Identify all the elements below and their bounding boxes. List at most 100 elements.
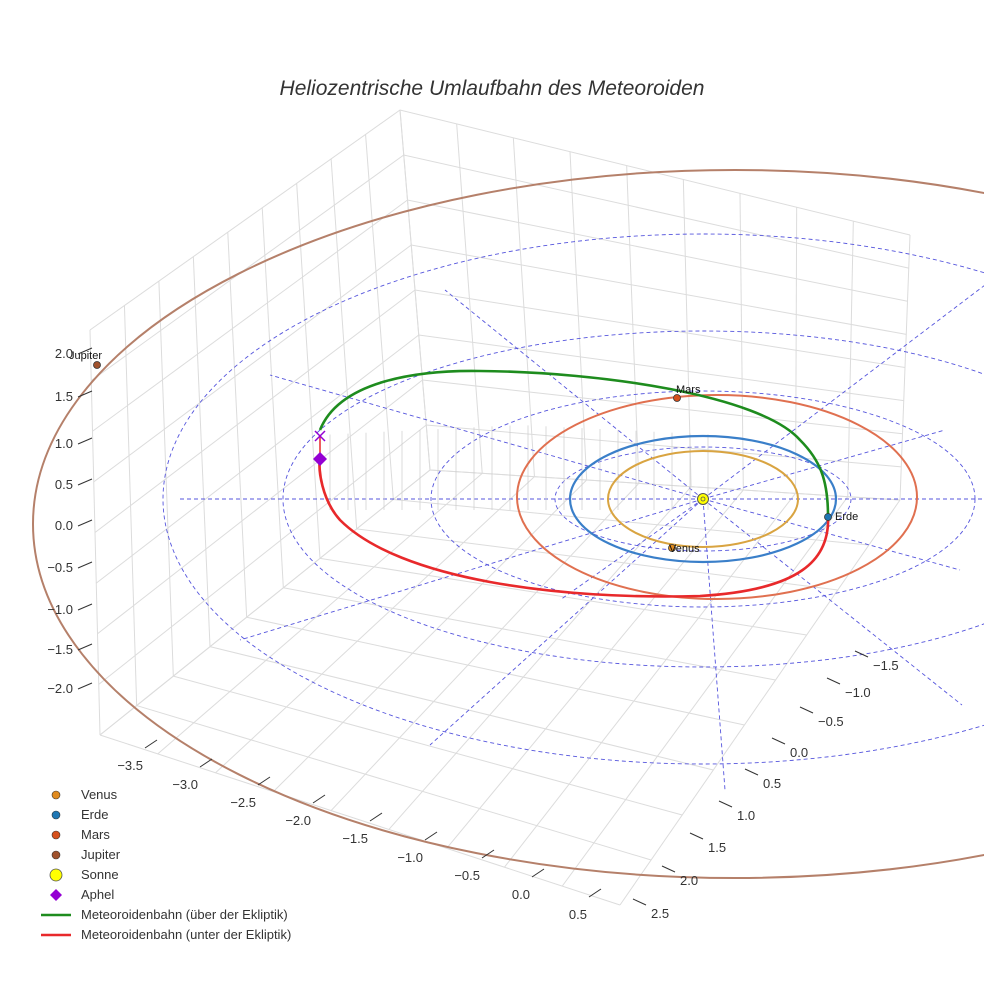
y-tick bbox=[826, 677, 841, 685]
x-tick-label: −3.5 bbox=[117, 758, 143, 773]
y-tick-label: 1.0 bbox=[737, 808, 755, 823]
y-tick-label: −1.0 bbox=[845, 685, 871, 700]
sun-core bbox=[700, 496, 706, 502]
z-tick bbox=[77, 519, 93, 527]
jupiter-label: Jupiter bbox=[69, 350, 102, 362]
z-tick bbox=[77, 682, 93, 690]
z-tick-label: −2.0 bbox=[47, 681, 73, 696]
grid-line bbox=[246, 616, 745, 726]
legend-item: Venus bbox=[51, 787, 118, 802]
ecliptic-ring bbox=[282, 330, 984, 668]
y-tick-label: 0.0 bbox=[790, 745, 808, 760]
legend-swatch bbox=[51, 790, 61, 800]
z-tick bbox=[77, 603, 93, 611]
aphel-marker bbox=[313, 452, 327, 466]
x-tick-label: −3.0 bbox=[172, 777, 198, 792]
legend-swatch bbox=[51, 850, 61, 860]
body-markers: Venus Erde Mars Jupiter bbox=[69, 350, 858, 555]
grid-line bbox=[92, 199, 908, 432]
meteoroid-orbit-above bbox=[318, 369, 830, 517]
x-tick bbox=[257, 776, 271, 786]
y-tick-label: 0.5 bbox=[763, 776, 781, 791]
aphel-x-marker bbox=[314, 430, 326, 442]
mars-label: Mars bbox=[676, 384, 701, 396]
ecliptic-radial bbox=[702, 498, 961, 571]
y-tick bbox=[718, 800, 733, 808]
grid-line bbox=[90, 154, 909, 382]
x-tick bbox=[144, 739, 158, 749]
legend-label: Meteoroidenbahn (unter der Ekliptik) bbox=[81, 927, 291, 942]
venus-label: Venus bbox=[669, 543, 700, 555]
z-tick-label: 0.0 bbox=[55, 518, 73, 533]
earth-orbit bbox=[568, 434, 838, 564]
x-tick bbox=[481, 849, 495, 859]
z-tick-label: −0.5 bbox=[47, 560, 73, 575]
legend-item: Sonne bbox=[49, 867, 119, 882]
grid-line bbox=[388, 486, 692, 830]
ecliptic-radial bbox=[269, 374, 704, 500]
x-tick bbox=[588, 888, 602, 898]
y-tick bbox=[744, 768, 759, 776]
x-tick-label: −2.0 bbox=[285, 813, 311, 828]
ecliptic-reference-grid bbox=[162, 233, 984, 791]
grid-line bbox=[136, 705, 652, 861]
legend-label: Venus bbox=[81, 787, 118, 802]
y-tick bbox=[854, 650, 869, 658]
x-tick-label: −1.0 bbox=[397, 850, 423, 865]
grid-line bbox=[356, 528, 838, 591]
grid-line bbox=[504, 493, 796, 868]
y-tick bbox=[661, 865, 676, 873]
legend-item: Meteoroidenbahn (unter der Ekliptik) bbox=[41, 927, 291, 942]
chart-title: Heliozentrische Umlaufbahn des Meteoroid… bbox=[280, 77, 705, 100]
earth-marker bbox=[824, 513, 832, 521]
grid-line bbox=[157, 472, 483, 755]
planet-orbits bbox=[32, 169, 984, 879]
legend-swatch bbox=[51, 810, 61, 820]
y-tick-label: 2.0 bbox=[680, 873, 698, 888]
x-tick-label: 0.0 bbox=[512, 887, 530, 902]
mars-marker bbox=[673, 394, 681, 402]
grid-line bbox=[93, 244, 907, 483]
grid-line bbox=[89, 109, 911, 331]
grid-line bbox=[99, 734, 621, 906]
legend-item: Erde bbox=[51, 807, 108, 822]
jupiter-marker bbox=[93, 361, 101, 369]
x-tick bbox=[199, 758, 213, 768]
x-tick-label: 0.5 bbox=[569, 907, 587, 922]
z-tick-label: 0.5 bbox=[55, 477, 73, 492]
legend-label: Aphel bbox=[81, 887, 114, 902]
venus-orbit bbox=[607, 450, 799, 548]
ecliptic-radial bbox=[702, 498, 726, 791]
z-tick bbox=[77, 561, 93, 569]
z-tick-label: −1.5 bbox=[47, 642, 73, 657]
jupiter-orbit bbox=[32, 169, 984, 879]
legend-label: Mars bbox=[81, 827, 110, 842]
ecliptic-radial bbox=[429, 498, 704, 746]
z-tick bbox=[77, 437, 93, 445]
legend-swatch bbox=[50, 889, 62, 901]
grid-line bbox=[619, 499, 901, 906]
legend-label: Meteoroidenbahn (über der Ekliptik) bbox=[81, 907, 288, 922]
meteoroid-orbit-below bbox=[318, 457, 830, 598]
x-tick-label: −0.5 bbox=[454, 868, 480, 883]
y-tick-label: −0.5 bbox=[818, 714, 844, 729]
legend-label: Sonne bbox=[81, 867, 119, 882]
ecliptic-radial bbox=[702, 498, 963, 706]
grid-line bbox=[95, 334, 904, 584]
z-tick-label: 1.0 bbox=[55, 436, 73, 451]
grid-line bbox=[215, 476, 535, 774]
x-tick bbox=[424, 831, 438, 841]
ecliptic-radial bbox=[702, 429, 946, 500]
grid-line bbox=[283, 587, 776, 681]
ecliptic-radial bbox=[239, 498, 704, 641]
legend-item: Jupiter bbox=[51, 847, 121, 862]
legend-item: Aphel bbox=[50, 887, 114, 902]
x-tick-label: −2.5 bbox=[230, 795, 256, 810]
y-tick bbox=[632, 898, 647, 906]
z-tick-label: −1.0 bbox=[47, 602, 73, 617]
x-tick-label: −1.5 bbox=[342, 831, 368, 846]
z-tick bbox=[77, 478, 93, 486]
grid-line bbox=[98, 424, 902, 685]
z-tick bbox=[77, 347, 93, 355]
